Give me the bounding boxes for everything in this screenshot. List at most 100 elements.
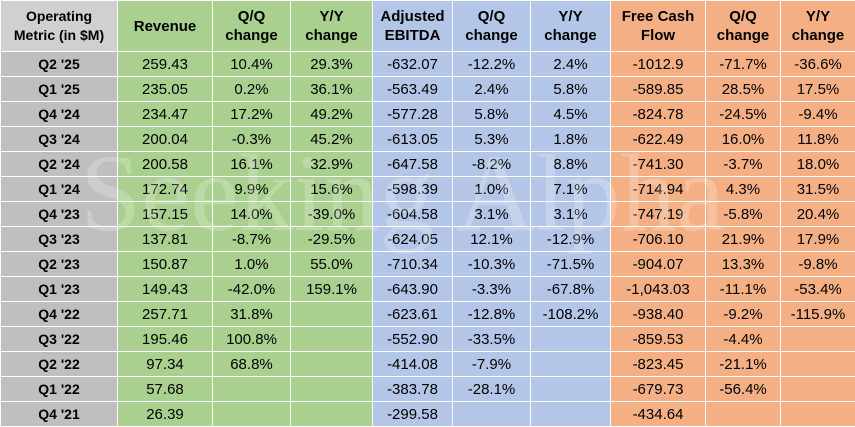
table-cell: 20.4% — [780, 201, 855, 227]
table-cell: 150.87 — [117, 251, 213, 277]
table-cell: -12.2% — [452, 51, 531, 77]
table-cell: -434.64 — [610, 401, 706, 427]
table-cell: -589.85 — [610, 76, 706, 102]
row-label: Q3 '24 — [0, 126, 118, 152]
table-cell: 9.9% — [212, 176, 291, 202]
table-cell: 259.43 — [117, 51, 213, 77]
table-cell: 97.34 — [117, 351, 213, 377]
table-cell: -9.2% — [705, 301, 781, 327]
row-label: Q4 '23 — [0, 201, 118, 227]
table-cell: 5.8% — [452, 101, 531, 127]
table-cell: -12.9% — [530, 226, 611, 252]
table-cell: -623.61 — [372, 301, 453, 327]
header-cell: Y/Y change — [530, 0, 611, 52]
row-label: Q2 '25 — [0, 51, 118, 77]
table-cell: -71.7% — [705, 51, 781, 77]
table-cell: -36.6% — [780, 51, 855, 77]
table-cell: 1.8% — [530, 126, 611, 152]
table-row: Q1 '22 57.68 -383.78 -28.1% -679.73 -56.4% — [0, 376, 855, 402]
table-cell: -24.5% — [705, 101, 781, 127]
table-cell: -115.9% — [780, 301, 855, 327]
row-label: Q4 '24 — [0, 101, 118, 127]
table-cell: 17.2% — [212, 101, 291, 127]
table-cell: 28.5% — [705, 76, 781, 102]
table-cell: 4.5% — [530, 101, 611, 127]
table-row: Q3 '23 137.81 -8.7% -29.5% -624.05 12.1% -12.9… — [0, 226, 855, 252]
table-cell — [780, 326, 855, 352]
table-cell: 16.1% — [212, 151, 291, 177]
table-cell: 137.81 — [117, 226, 213, 252]
table-row: Q2 '25 259.43 10.4% 29.3% -632.07 -12.2% 2.4% -… — [0, 51, 855, 77]
row-label: Q2 '24 — [0, 151, 118, 177]
table-cell — [212, 376, 291, 402]
table-cell: -8.2% — [452, 151, 531, 177]
header-cell: Free Cash Flow — [610, 0, 706, 52]
table-cell: 2.4% — [530, 51, 611, 77]
table-cell: -11.1% — [705, 276, 781, 302]
table-cell: -679.73 — [610, 376, 706, 402]
table-cell: -9.8% — [780, 251, 855, 277]
table-cell: -108.2% — [530, 301, 611, 327]
table-cell: 29.3% — [290, 51, 373, 77]
table-cell: 257.71 — [117, 301, 213, 327]
table-cell: -7.9% — [452, 351, 531, 377]
table-cell: 200.04 — [117, 126, 213, 152]
table-cell — [290, 376, 373, 402]
table-cell: -383.78 — [372, 376, 453, 402]
table-row: Q2 '23 150.87 1.0% 55.0% -710.34 -10.3% -71.5%… — [0, 251, 855, 277]
table-cell: 7.1% — [530, 176, 611, 202]
table-cell: 45.2% — [290, 126, 373, 152]
table-cell — [780, 351, 855, 377]
table-cell: 1.0% — [452, 176, 531, 202]
table-cell: -577.28 — [372, 101, 453, 127]
table-cell: -938.40 — [610, 301, 706, 327]
header-row: Operating Metric (in $M) Revenue Q/Q chang… — [0, 0, 855, 52]
table-row: Q1 '25 235.05 0.2% 36.1% -563.49 2.4% 5.8% -589… — [0, 76, 855, 102]
table-cell: 3.1% — [452, 201, 531, 227]
table-cell: 31.8% — [212, 301, 291, 327]
table-cell: -299.58 — [372, 401, 453, 427]
table-cell: 16.0% — [705, 126, 781, 152]
table-cell: 8.8% — [530, 151, 611, 177]
table-cell: -39.0% — [290, 201, 373, 227]
table-cell: -1,043.03 — [610, 276, 706, 302]
row-label: Q1 '25 — [0, 76, 118, 102]
table-cell: -552.90 — [372, 326, 453, 352]
table-cell — [705, 401, 781, 427]
table-cell: -3.7% — [705, 151, 781, 177]
row-label: Q4 '22 — [0, 301, 118, 327]
table-cell: -622.49 — [610, 126, 706, 152]
row-label: Q3 '22 — [0, 326, 118, 352]
table-row: Q1 '23 149.43 -42.0% 159.1% -643.90 -3.3% -67.… — [0, 276, 855, 302]
table-cell: 18.0% — [780, 151, 855, 177]
table-cell: -71.5% — [530, 251, 611, 277]
table-row: Q2 '24 200.58 16.1% 32.9% -647.58 -8.2% 8.8% -7… — [0, 151, 855, 177]
table-cell: -598.39 — [372, 176, 453, 202]
table-cell: -859.53 — [610, 326, 706, 352]
table-cell: 17.9% — [780, 226, 855, 252]
table-cell — [780, 401, 855, 427]
table-cell: -604.58 — [372, 201, 453, 227]
table-cell: -710.34 — [372, 251, 453, 277]
table-cell — [290, 326, 373, 352]
table-cell: -706.10 — [610, 226, 706, 252]
table-cell: -624.05 — [372, 226, 453, 252]
table-cell: -9.4% — [780, 101, 855, 127]
table-cell: -632.07 — [372, 51, 453, 77]
row-label: Q1 '23 — [0, 276, 118, 302]
table-cell: 0.2% — [212, 76, 291, 102]
table-cell: 157.15 — [117, 201, 213, 227]
table-cell: 3.1% — [530, 201, 611, 227]
table-cell: -33.5% — [452, 326, 531, 352]
table-cell: -3.3% — [452, 276, 531, 302]
table-row: Q4 '23 157.15 14.0% -39.0% -604.58 3.1% 3.1% -7… — [0, 201, 855, 227]
table-cell: -4.4% — [705, 326, 781, 352]
table-cell: 195.46 — [117, 326, 213, 352]
table-cell — [290, 351, 373, 377]
row-label: Q3 '23 — [0, 226, 118, 252]
table-cell: -1012.9 — [610, 51, 706, 77]
table-cell: 234.47 — [117, 101, 213, 127]
table-cell: 21.9% — [705, 226, 781, 252]
table-cell: -12.8% — [452, 301, 531, 327]
